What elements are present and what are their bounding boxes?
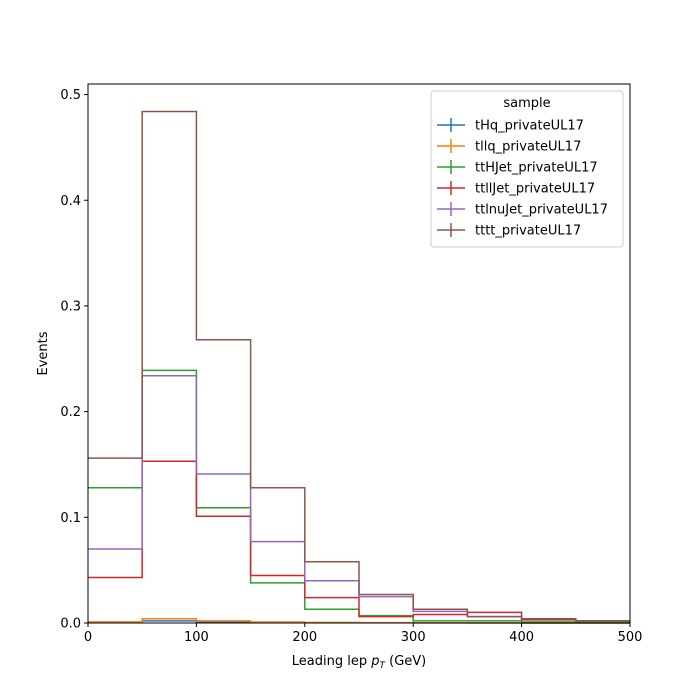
y-tick-label: 0.3 [60,299,81,314]
legend-label: tttt_privateUL17 [475,224,581,239]
legend-label: ttlnuJet_privateUL17 [475,203,608,218]
plot-area [88,110,630,624]
y-tick-label: 0.5 [60,88,81,103]
y-tick-label: 0.2 [60,405,81,420]
legend-title: sample [503,96,550,111]
legend: sample tHq_privateUL17 tllq_privateUL17tt… [430,90,624,248]
series-line-3 [88,369,630,623]
legend-entry: ttlnuJet_privateUL17 [437,202,608,218]
legend-entry: ttHJet_privateUL17 [437,160,598,176]
x-tick-label: 0 [84,630,92,645]
legend-entry: tttt_privateUL17 [437,223,581,239]
x-tick-label: 400 [509,630,534,645]
legend-label: ttllJet_privateUL17 [475,182,595,197]
series-line-6 [88,110,630,622]
x-tick-label: 500 [618,630,643,645]
y-axis: 0.0 0.1 0.2 0.3 0.4 0.5 [60,88,88,632]
legend-label: tHq_privateUL17 [475,119,584,134]
legend-box [430,90,624,248]
axes-frame [87,83,631,624]
legend-entry: tllq_privateUL17 [437,139,581,155]
x-tick-label: 300 [401,630,426,645]
legend-label: tllq_privateUL17 [475,140,581,155]
x-tick-label: 200 [292,630,317,645]
x-axis-label: Leading lep pT (GeV) [292,654,426,671]
legend-entry: tHq_privateUL17 [437,118,584,134]
y-axis-label: Events [36,331,51,375]
y-tick-label: 0.0 [60,617,81,632]
legend-entry: ttllJet_privateUL17 [437,181,595,197]
y-tick-label: 0.1 [60,511,81,526]
x-axis: 0 100 200 300 400 500 [84,623,643,645]
x-tick-label: 100 [184,630,209,645]
y-tick-label: 0.4 [60,194,81,209]
legend-label: ttHJet_privateUL17 [475,161,598,176]
